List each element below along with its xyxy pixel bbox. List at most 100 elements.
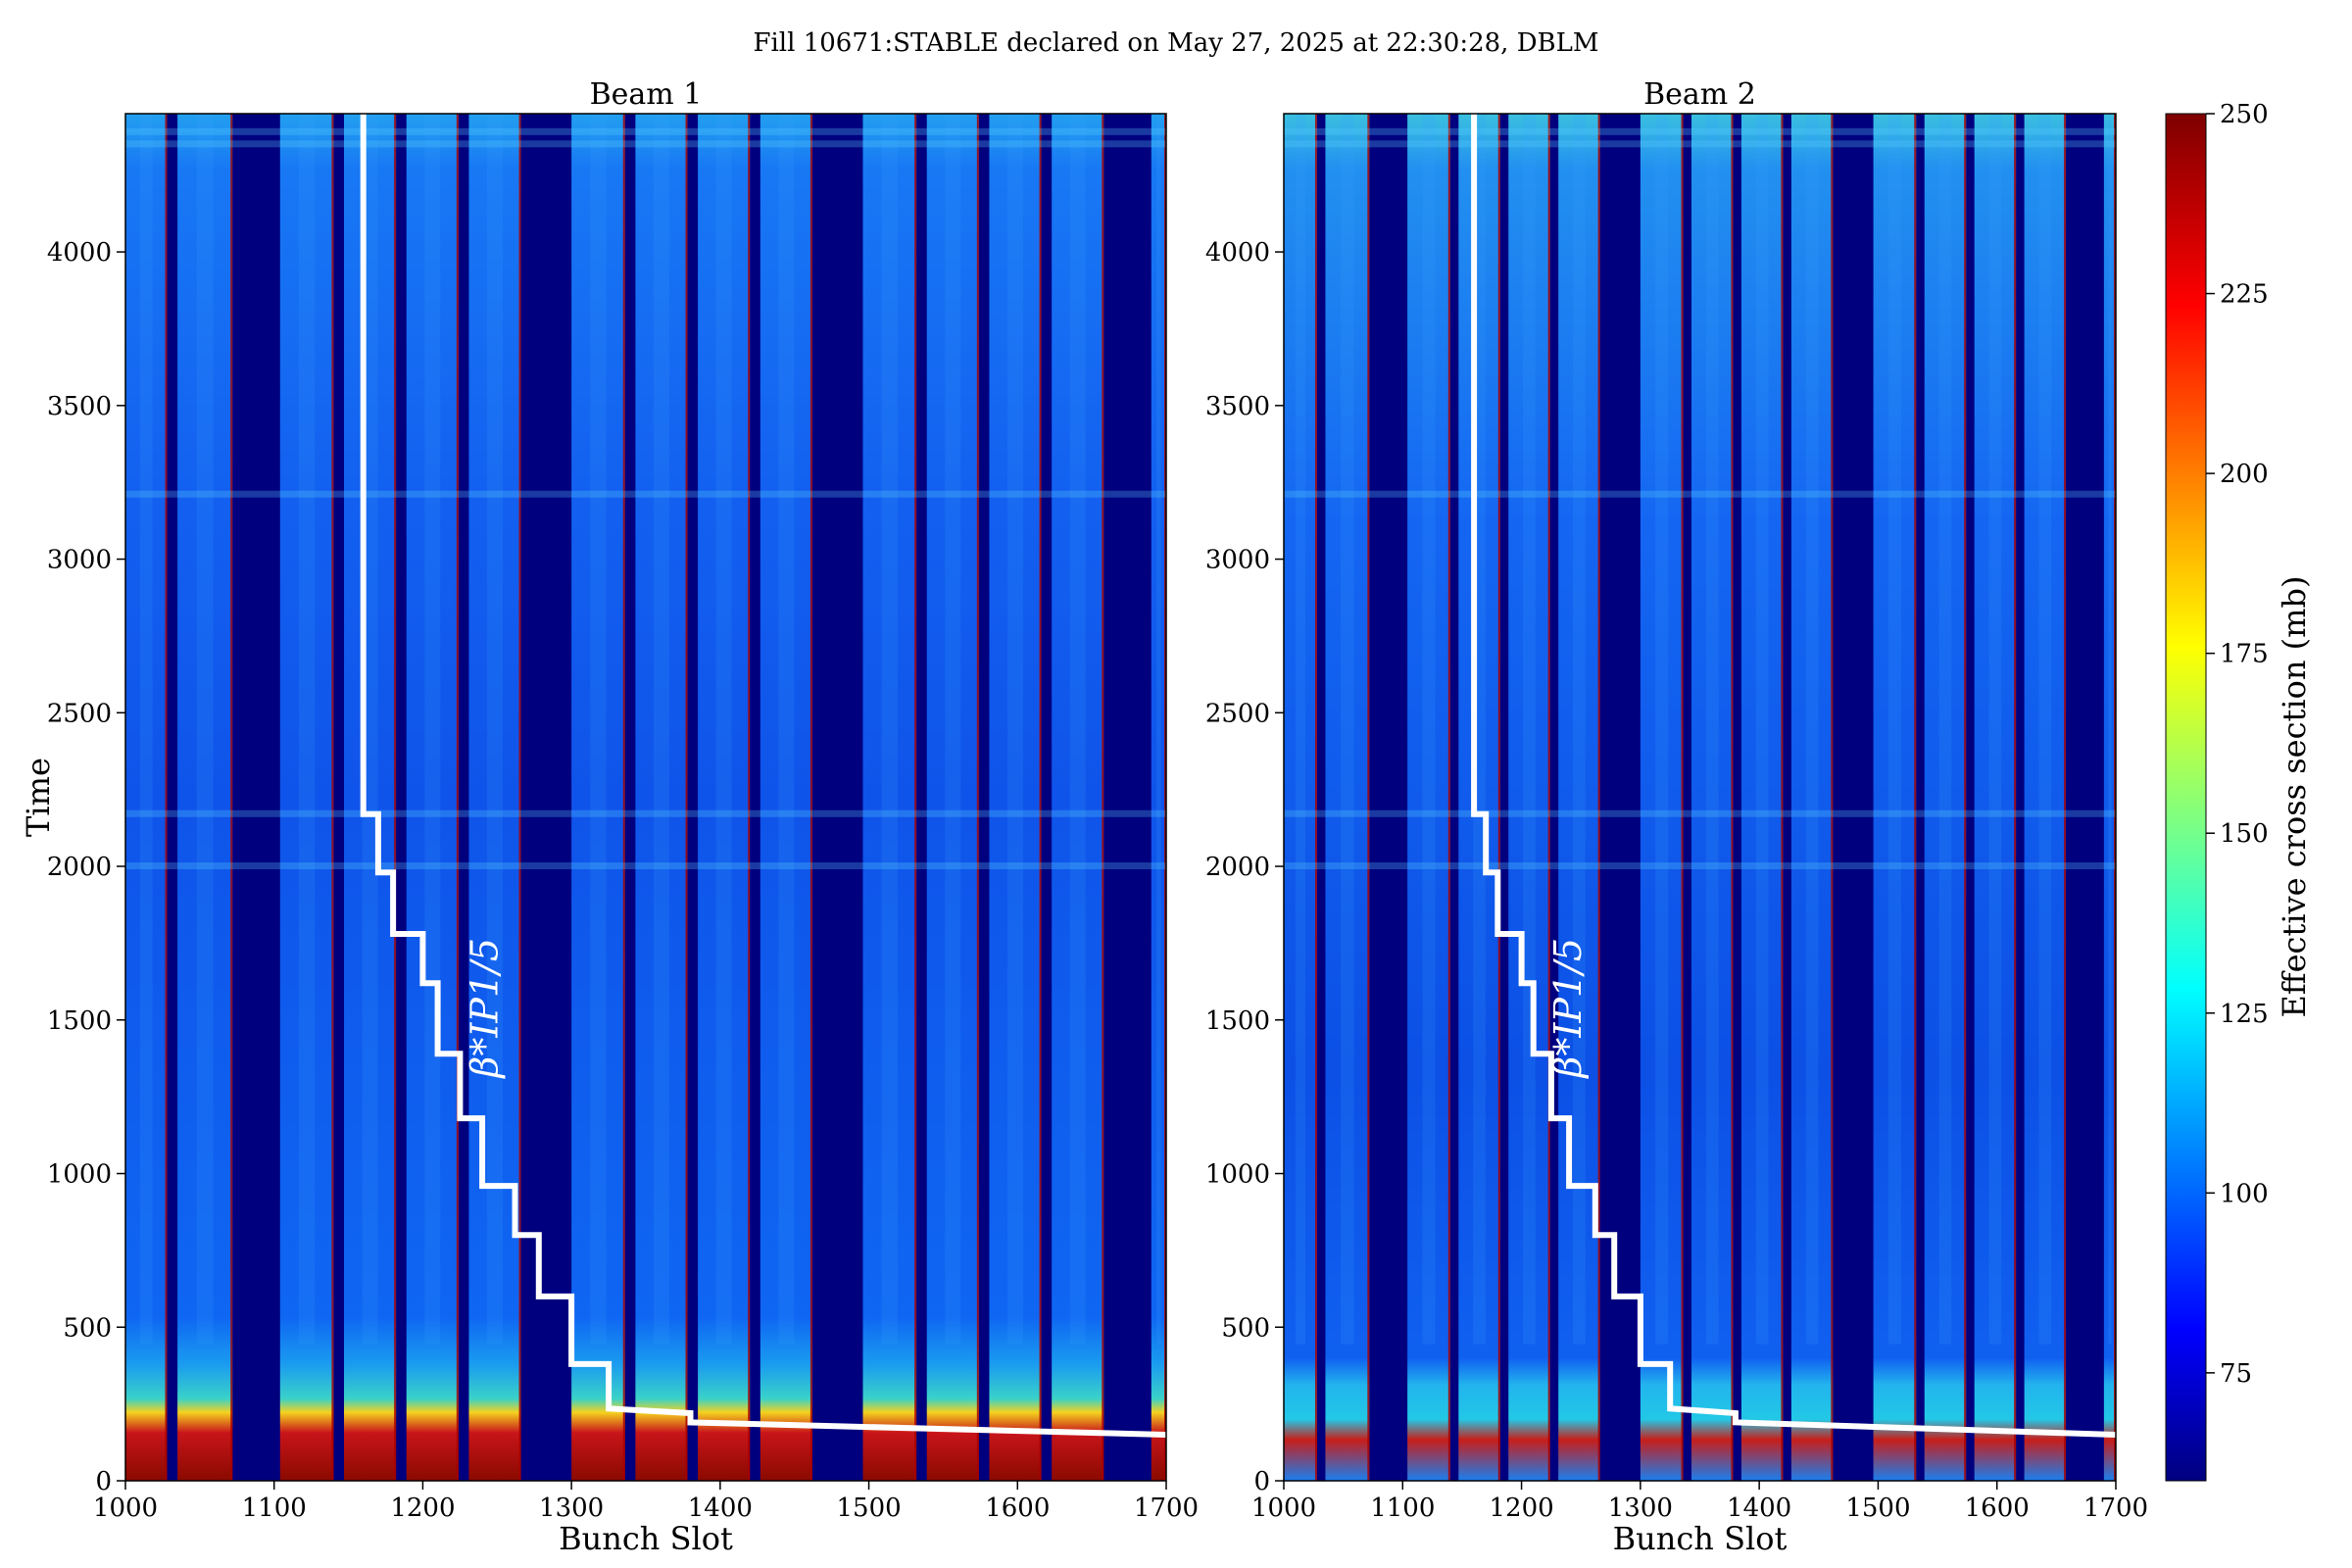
colorbar-tick-label: 125 — [2220, 1000, 2269, 1029]
beam-2-panel: β*IP1/5 1000 1100 1200 1300 1400 1500 1600 1700 0… — [1205, 77, 2148, 1557]
x-tick-label: 1700 — [1134, 1494, 1199, 1523]
train-core — [1655, 114, 1669, 1345]
train-core — [1805, 114, 1819, 1345]
train-edge — [1547, 114, 1550, 1481]
beam-1-panel: β*IP1/5 1000 1100 1200 1300 1400 1500 1600 1700 0… — [20, 77, 1199, 1557]
bunch-train — [989, 114, 1042, 1481]
colorbar-ticks: 75 100 125 150 175 200 225 250 — [2206, 100, 2269, 1389]
train-edge — [914, 114, 917, 1481]
bunch-train — [760, 114, 812, 1481]
axes-frame — [1283, 113, 2117, 1482]
train-core — [298, 114, 316, 1345]
bunch-train — [1052, 114, 1104, 1481]
train-core — [1988, 114, 2002, 1345]
bunch-train — [926, 114, 979, 1481]
bunch-train — [1458, 114, 1500, 1481]
colorbar-tick-label: 225 — [2220, 280, 2269, 310]
train-core — [196, 114, 214, 1345]
train-edge — [230, 114, 233, 1481]
train-core — [945, 114, 961, 1345]
y-tick-label: 4000 — [1205, 238, 1270, 268]
train-core — [1069, 114, 1086, 1345]
y-tick-label: 500 — [1221, 1313, 1270, 1343]
time-stripe — [1284, 809, 2116, 817]
bunch-train — [1284, 114, 1317, 1481]
x-tick-label: 1000 — [1251, 1494, 1316, 1523]
beta-star-staircase — [360, 114, 1167, 1438]
x-tick-label: 1700 — [2083, 1494, 2148, 1523]
bunch-train — [1558, 114, 1600, 1481]
bunch-train — [279, 114, 334, 1481]
train-core — [653, 114, 669, 1345]
time-stripe — [125, 140, 1166, 148]
bunch-train — [125, 114, 168, 1481]
y-tick-label: 3500 — [47, 392, 112, 421]
x-tick-label: 1200 — [1489, 1494, 1553, 1523]
train-edge — [165, 114, 168, 1481]
bunch-train — [1508, 114, 1550, 1481]
y-axis-label: Time — [20, 758, 57, 837]
train-core — [487, 114, 503, 1345]
colorbar-tick-label: 175 — [2220, 640, 2269, 669]
y-tick-label: 1000 — [1205, 1160, 1270, 1190]
x-tick-label: 1400 — [688, 1494, 753, 1523]
beta-star-annotation: β*IP1/5 — [463, 938, 506, 1080]
y-tick-label: 0 — [1253, 1467, 1270, 1496]
x-tick-label: 1000 — [93, 1494, 158, 1523]
bunch-train — [1407, 114, 1450, 1481]
train-edge — [1597, 114, 1600, 1481]
train-edge — [976, 114, 979, 1481]
bunch-train — [635, 114, 688, 1481]
train-edge — [1914, 114, 1917, 1481]
train-edge — [809, 114, 812, 1481]
y-tick-label: 3000 — [1205, 546, 1270, 575]
train-core — [1007, 114, 1023, 1345]
x-axis-label: Bunch Slot — [1613, 1520, 1788, 1557]
panel-title: Beam 2 — [1643, 77, 1756, 112]
train-core — [1341, 114, 1354, 1345]
train-core — [1523, 114, 1536, 1345]
train-core — [1938, 114, 1952, 1345]
train-core — [1156, 114, 1161, 1345]
train-core — [1422, 114, 1436, 1345]
train-core — [139, 114, 153, 1345]
train-edge — [1367, 114, 1370, 1481]
train-core — [1755, 114, 1769, 1345]
x-axis-label: Bunch Slot — [559, 1520, 733, 1557]
train-edge — [2064, 114, 2067, 1481]
train-edge — [2014, 114, 2017, 1481]
axes-frame — [124, 113, 1167, 1482]
x-tick-label: 1500 — [836, 1494, 901, 1523]
bunch-train — [1790, 114, 1834, 1481]
bunch-train — [177, 114, 233, 1481]
bunch-train — [1151, 114, 1166, 1481]
x-tick-label: 1300 — [1608, 1494, 1673, 1523]
y-tick-label: 2000 — [47, 853, 112, 882]
y-tick-label: 2000 — [1205, 853, 1270, 882]
x-tick-label: 1600 — [1965, 1494, 2030, 1523]
x-tick-label: 1500 — [1845, 1494, 1910, 1523]
train-core — [1887, 114, 1901, 1345]
time-stripe — [125, 809, 1166, 817]
train-edge — [1102, 114, 1104, 1481]
train-edge — [1039, 114, 1042, 1481]
time-stripe — [1284, 140, 2116, 148]
y-tick-label: 3000 — [47, 546, 112, 575]
y-tick-label: 2500 — [1205, 699, 1270, 728]
train-edge — [1681, 114, 1684, 1481]
time-stripe — [125, 862, 1166, 870]
time-stripe — [125, 490, 1166, 498]
bunch-train — [344, 114, 397, 1481]
time-stripe — [125, 127, 1166, 135]
train-edge — [1447, 114, 1450, 1481]
colorbar-label: Effective cross section (mb) — [2276, 576, 2313, 1018]
x-tick-label: 1200 — [390, 1494, 455, 1523]
bunch-train — [1740, 114, 1784, 1481]
y-tick-label: 3500 — [1205, 392, 1270, 421]
time-stripe — [1284, 490, 2116, 498]
train-edge — [2114, 114, 2116, 1481]
train-core — [1295, 114, 1306, 1345]
train-edge — [1781, 114, 1784, 1481]
train-core — [590, 114, 607, 1345]
train-edge — [1164, 114, 1166, 1481]
